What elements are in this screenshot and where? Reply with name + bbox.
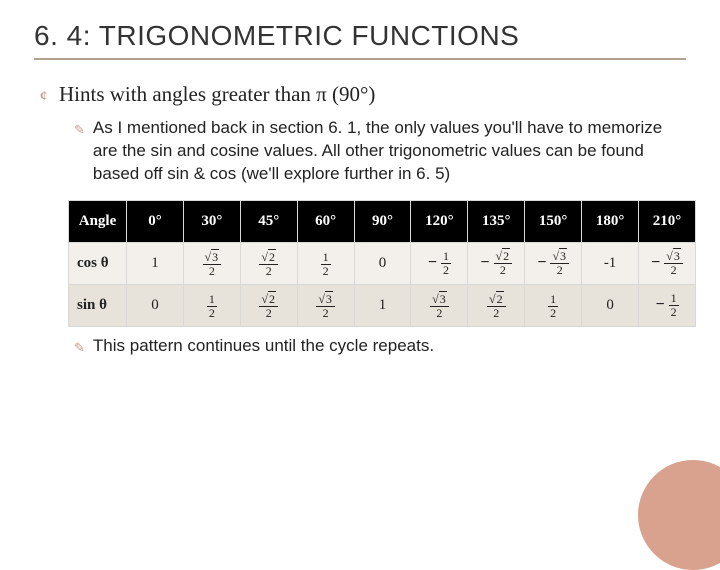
bullet-marker-icon: ¢	[40, 89, 47, 105]
table-header-cell: 60°	[297, 200, 354, 242]
table-cell: √32	[411, 284, 468, 326]
table-header-cell: 150°	[525, 200, 582, 242]
subbullet-pattern-text: This pattern continues until the cycle r…	[93, 335, 434, 358]
table-cell: √22	[240, 242, 297, 284]
table-cell: 1	[127, 242, 184, 284]
row-label: cos θ	[69, 242, 127, 284]
table-cell: 0	[582, 284, 639, 326]
slide: 6. 4: TRIGONOMETRIC FUNCTIONS ¢ Hints wi…	[0, 0, 720, 540]
table-cell: √22	[240, 284, 297, 326]
subbullet-pattern: ✎ This pattern continues until the cycle…	[74, 335, 676, 358]
table-row: cos θ1√32√22120−12−√22−√32-1−√32	[69, 242, 696, 284]
table-cell: 12	[297, 242, 354, 284]
table-cell: 12	[183, 284, 240, 326]
table-cell: −12	[411, 242, 468, 284]
decorative-circle	[638, 460, 720, 570]
table-cell: 1	[354, 284, 411, 326]
table-header-cell: 210°	[639, 200, 696, 242]
row-label: sin θ	[69, 284, 127, 326]
table-header-cell: 45°	[240, 200, 297, 242]
sub2-lead: This	[93, 336, 125, 355]
subbullet-explain-text: As I mentioned back in section 6. 1, the…	[93, 117, 676, 186]
table-header-cell: 180°	[582, 200, 639, 242]
table-row: sin θ012√22√321√32√22120−12	[69, 284, 696, 326]
table-cell: 12	[525, 284, 582, 326]
table-cell: √32	[183, 242, 240, 284]
table-cell: −√32	[525, 242, 582, 284]
table-cell: √22	[468, 284, 525, 326]
table-cell: −√22	[468, 242, 525, 284]
table-header-cell: 90°	[354, 200, 411, 242]
slide-title: 6. 4: TRIGONOMETRIC FUNCTIONS	[34, 20, 686, 60]
table-header-cell: 135°	[468, 200, 525, 242]
bullet-hints-text: Hints with angles greater than π (90°)	[59, 82, 375, 107]
table-header-cell: 30°	[183, 200, 240, 242]
trig-table: Angle0°30°45°60°90°120°135°150°180°210° …	[68, 200, 696, 327]
table-cell: −√32	[639, 242, 696, 284]
sub1-lead: As	[93, 118, 113, 137]
table-header-cell: 120°	[411, 200, 468, 242]
table-header-cell: 0°	[127, 200, 184, 242]
sub2-rest: pattern continues until the cycle repeat…	[125, 336, 434, 355]
sub1-rest: I mentioned back in section 6. 1, the on…	[93, 118, 662, 183]
table-cell: 0	[127, 284, 184, 326]
subbullet-marker-icon: ✎	[74, 122, 85, 138]
table-cell: 0	[354, 242, 411, 284]
table-header-cell: Angle	[69, 200, 127, 242]
table-cell: √32	[297, 284, 354, 326]
table-cell: -1	[582, 242, 639, 284]
subbullet-explain: ✎ As I mentioned back in section 6. 1, t…	[74, 117, 676, 186]
subbullet-marker-icon: ✎	[74, 340, 85, 356]
bullet-hints: ¢ Hints with angles greater than π (90°)	[40, 82, 686, 107]
table-cell: −12	[639, 284, 696, 326]
table-body: cos θ1√32√22120−12−√22−√32-1−√32sin θ012…	[69, 242, 696, 326]
table-header-row: Angle0°30°45°60°90°120°135°150°180°210°	[69, 200, 696, 242]
